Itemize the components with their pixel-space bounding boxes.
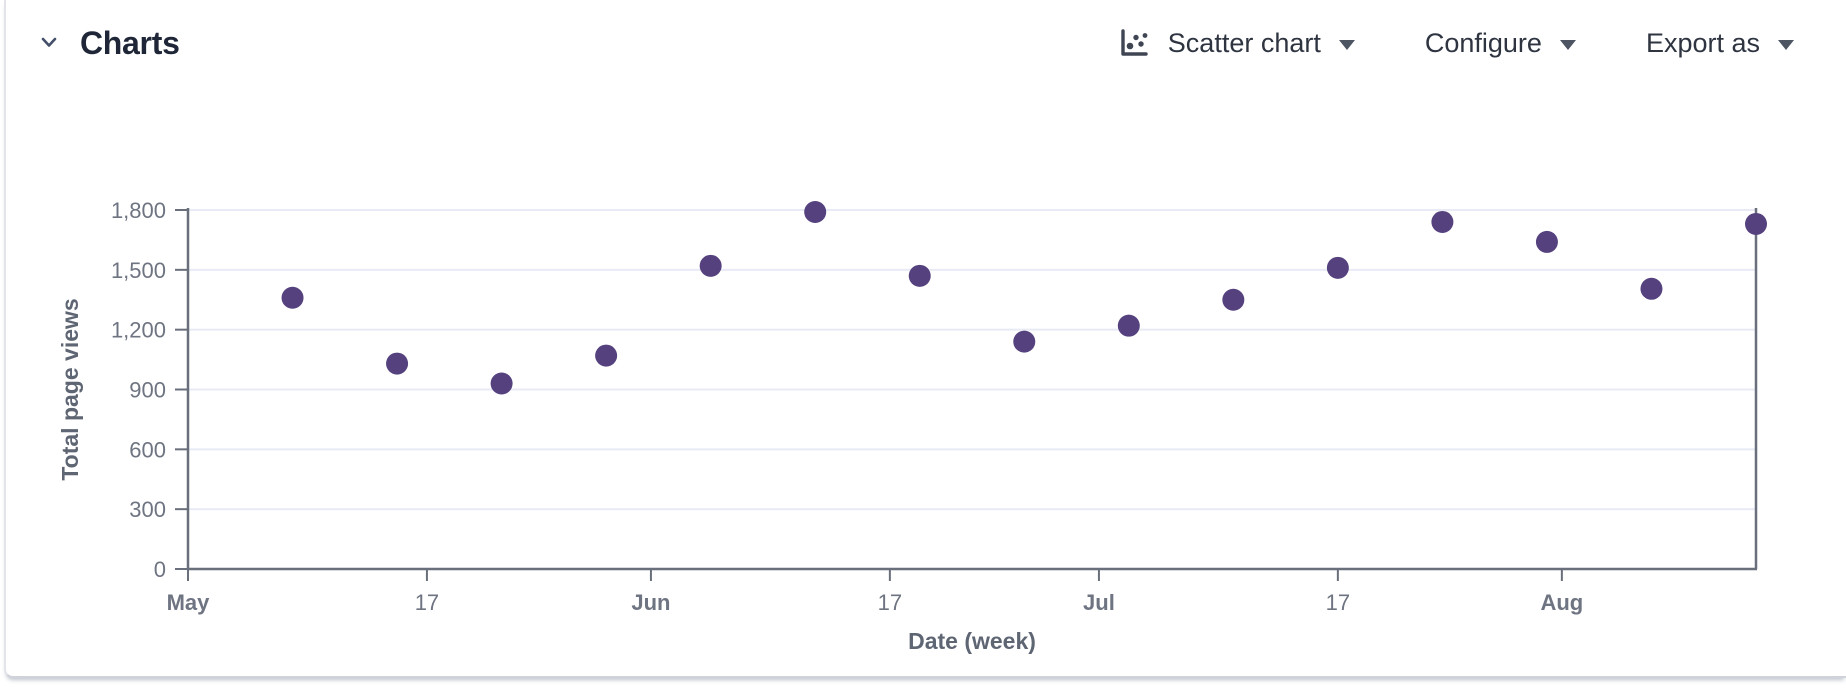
scatter-point[interactable] xyxy=(282,287,304,309)
y-tick-label: 1,500 xyxy=(111,258,166,283)
y-tick-label: 300 xyxy=(129,497,166,522)
scatter-point[interactable] xyxy=(909,265,931,287)
x-tick-label: 17 xyxy=(1326,590,1350,615)
scatter-point[interactable] xyxy=(1431,211,1453,233)
x-tick-label: Jul xyxy=(1083,590,1115,615)
x-tick-label: Jun xyxy=(631,590,670,615)
scatter-point[interactable] xyxy=(386,353,408,375)
charts-panel: Charts Scatter chart Configure xyxy=(4,0,1846,678)
scatter-point[interactable] xyxy=(491,373,513,395)
scatter-point[interactable] xyxy=(1640,278,1662,300)
y-tick-label: 1,800 xyxy=(111,198,166,223)
scatter-point[interactable] xyxy=(595,345,617,367)
y-axis-title: Total page views xyxy=(57,298,83,480)
scatter-chart: 0 300 600 900 1,200 1,500 1,800 May 17 Jun 17 Jul 17… xyxy=(6,0,1846,684)
scatter-point[interactable] xyxy=(1222,289,1244,311)
y-tick-label: 0 xyxy=(154,557,166,582)
scatter-point[interactable] xyxy=(700,255,722,277)
scatter-point[interactable] xyxy=(1013,331,1035,353)
x-tick-label: Aug xyxy=(1540,590,1583,615)
x-axis-title: Date (week) xyxy=(908,628,1036,654)
scatter-point[interactable] xyxy=(1745,213,1767,235)
scatter-chart-area: 0 300 600 900 1,200 1,500 1,800 May 17 Jun 17 Jul 17… xyxy=(6,0,1846,684)
y-tick-label: 600 xyxy=(129,437,166,462)
x-tick-label: May xyxy=(167,590,211,615)
scatter-point[interactable] xyxy=(804,201,826,223)
scatter-point[interactable] xyxy=(1327,257,1349,279)
y-tick-label: 1,200 xyxy=(111,318,166,343)
scatter-point[interactable] xyxy=(1536,231,1558,253)
x-tick-label: 17 xyxy=(415,590,439,615)
scatter-point[interactable] xyxy=(1118,315,1140,337)
y-tick-label: 900 xyxy=(129,378,166,403)
x-tick-label: 17 xyxy=(878,590,902,615)
